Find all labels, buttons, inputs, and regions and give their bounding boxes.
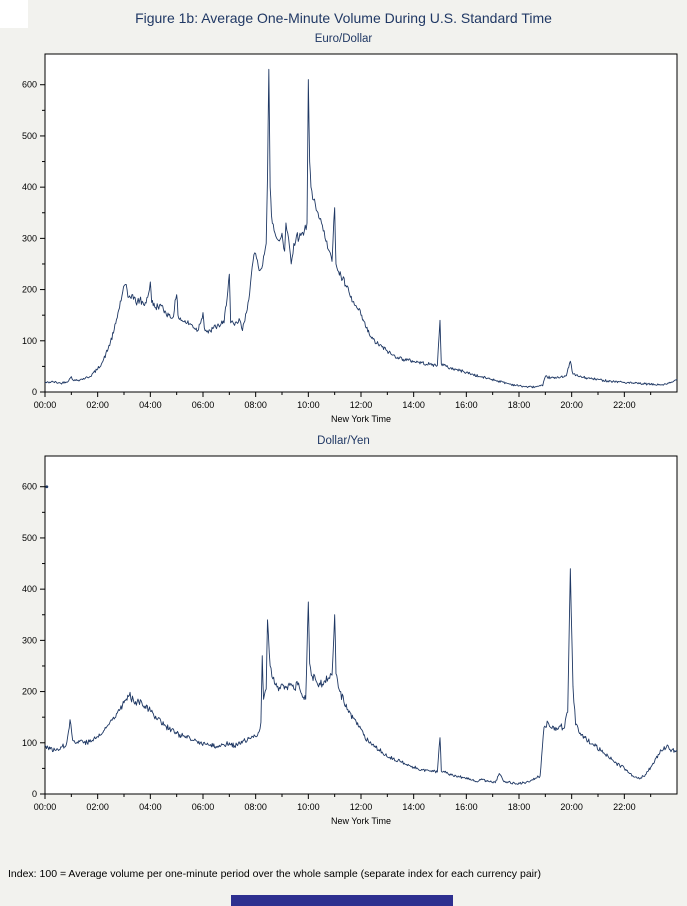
- svg-text:22:00: 22:00: [613, 802, 636, 812]
- svg-text:500: 500: [22, 131, 37, 141]
- svg-text:10:00: 10:00: [297, 802, 320, 812]
- svg-text:New York Time: New York Time: [331, 816, 391, 826]
- svg-text:02:00: 02:00: [86, 802, 109, 812]
- svg-text:08:00: 08:00: [244, 400, 267, 410]
- svg-text:20:00: 20:00: [560, 400, 583, 410]
- svg-text:14:00: 14:00: [402, 802, 425, 812]
- svg-text:20:00: 20:00: [560, 802, 583, 812]
- svg-text:500: 500: [22, 533, 37, 543]
- svg-text:New York Time: New York Time: [331, 414, 391, 424]
- svg-text:00:00: 00:00: [34, 802, 57, 812]
- svg-text:600: 600: [22, 482, 37, 492]
- svg-text:200: 200: [22, 285, 37, 295]
- chart-title-eurodollar: Euro/Dollar: [314, 33, 373, 45]
- svg-text:08:00: 08:00: [244, 802, 267, 812]
- svg-text:06:00: 06:00: [192, 802, 215, 812]
- svg-text:0: 0: [32, 789, 37, 799]
- svg-text:12:00: 12:00: [350, 400, 373, 410]
- svg-text:00:00: 00:00: [34, 400, 57, 410]
- svg-text:04:00: 04:00: [139, 400, 162, 410]
- bottom-bar: [231, 895, 453, 906]
- chart-eurodollar: 0 100 200 300 400 500 600 00:00 02:00 04:00 06:00 0…: [22, 53, 678, 424]
- chart-title-dollaryen: Dollar/Yen: [317, 435, 370, 447]
- figure-footnote: Index: 100 = Average volume per one-minu…: [8, 868, 541, 880]
- chart-section-eurodollar: Euro/Dollar 0 100 200 300 400 500 600 00:00 02:0…: [0, 30, 687, 428]
- chart-section-dollaryen: Dollar/Yen 0 100 200 300 400 500 600 00:00 02:00…: [0, 432, 687, 830]
- svg-text:02:00: 02:00: [86, 400, 109, 410]
- svg-text:10:00: 10:00: [297, 400, 320, 410]
- svg-text:0: 0: [32, 387, 37, 397]
- svg-text:18:00: 18:00: [508, 400, 531, 410]
- svg-text:400: 400: [22, 584, 37, 594]
- figure-title: Figure 1b: Average One-Minute Volume Dur…: [135, 10, 552, 26]
- svg-text:300: 300: [22, 635, 37, 645]
- svg-text:300: 300: [22, 233, 37, 243]
- svg-text:100: 100: [22, 336, 37, 346]
- svg-text:16:00: 16:00: [455, 802, 478, 812]
- chart-dollaryen: 0 100 200 300 400 500 600 00:00 02:00 04:00 06:00 0…: [22, 455, 678, 826]
- svg-text:12:00: 12:00: [350, 802, 373, 812]
- svg-text:22:00: 22:00: [613, 400, 636, 410]
- svg-text:18:00: 18:00: [508, 802, 531, 812]
- svg-text:14:00: 14:00: [402, 400, 425, 410]
- svg-text:200: 200: [22, 687, 37, 697]
- corner-artifact: [0, 0, 28, 28]
- svg-text:06:00: 06:00: [192, 400, 215, 410]
- svg-text:600: 600: [22, 80, 37, 90]
- svg-text:04:00: 04:00: [139, 802, 162, 812]
- svg-text:400: 400: [22, 182, 37, 192]
- svg-text:16:00: 16:00: [455, 400, 478, 410]
- svg-text:100: 100: [22, 738, 37, 748]
